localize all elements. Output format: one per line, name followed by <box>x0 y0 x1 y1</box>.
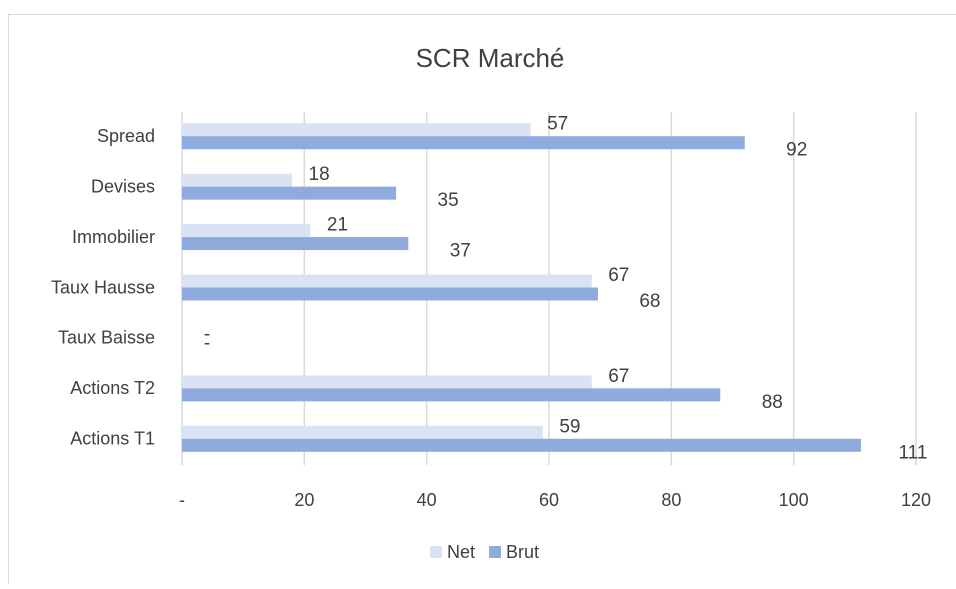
bar <box>182 388 720 401</box>
data-label: 35 <box>438 190 459 211</box>
bar <box>182 237 408 250</box>
legend-label: Net <box>447 542 475 562</box>
y-tick-label: Taux Hausse <box>51 277 155 297</box>
data-label: 59 <box>559 416 580 437</box>
data-label: 111 <box>899 442 928 463</box>
y-tick-label: Devises <box>91 176 155 196</box>
bar <box>182 375 592 388</box>
bar <box>182 288 598 301</box>
bar <box>182 123 531 136</box>
x-tick-label: 120 <box>901 490 931 510</box>
data-label: - <box>204 333 210 354</box>
data-label: 88 <box>762 392 783 413</box>
x-tick-label: - <box>179 490 185 510</box>
bar <box>182 426 543 439</box>
data-label: 57 <box>547 114 568 135</box>
data-label: 37 <box>450 241 471 262</box>
bar <box>182 136 745 149</box>
legend-swatch <box>430 546 442 558</box>
bar <box>182 224 310 237</box>
y-tick-label: Immobilier <box>72 227 155 247</box>
data-label: 68 <box>639 291 660 312</box>
x-tick-label: 100 <box>779 490 809 510</box>
y-tick-label: Taux Baisse <box>58 328 155 348</box>
y-tick-label: Actions T2 <box>70 378 155 398</box>
bar <box>182 174 292 187</box>
y-tick-label: Spread <box>97 126 155 146</box>
bar <box>182 439 861 452</box>
bar <box>182 275 592 288</box>
data-label: 67 <box>608 366 629 387</box>
x-tick-label: 80 <box>661 490 681 510</box>
x-tick-label: 40 <box>417 490 437 510</box>
x-tick-label: 20 <box>294 490 314 510</box>
bar <box>182 187 396 200</box>
data-label: 92 <box>786 140 807 161</box>
y-tick-label: Actions T1 <box>70 429 155 449</box>
data-label: 21 <box>327 215 348 236</box>
legend-swatch <box>489 546 501 558</box>
chart-title: SCR Marché <box>416 43 565 73</box>
data-label: 18 <box>309 164 330 185</box>
legend-label: Brut <box>506 542 539 562</box>
data-label: 67 <box>608 265 629 286</box>
x-tick-label: 60 <box>539 490 559 510</box>
